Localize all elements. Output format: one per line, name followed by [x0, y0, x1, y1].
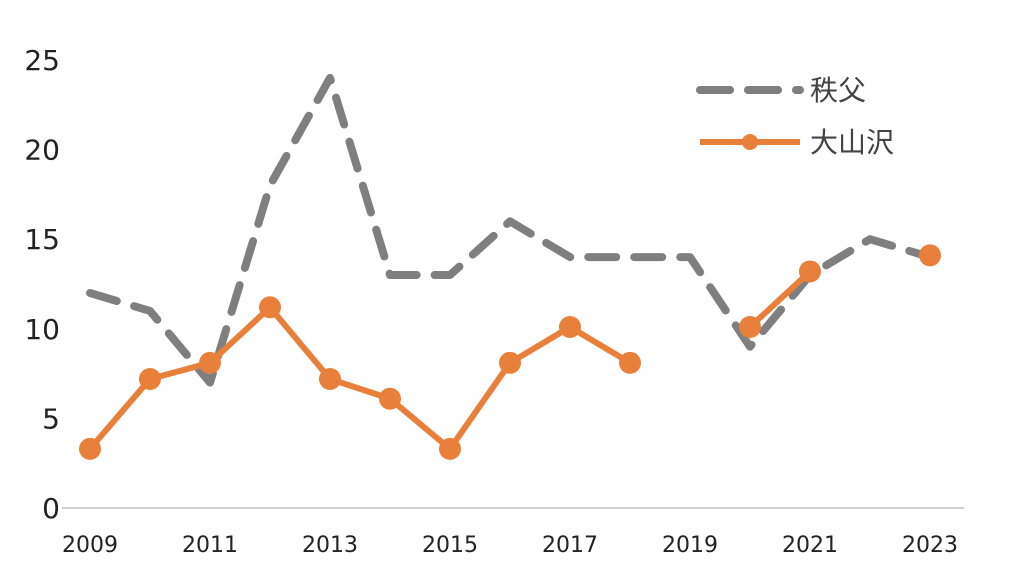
data-point [619, 351, 641, 374]
y-tick-label: 0 [42, 492, 60, 525]
data-point [799, 260, 821, 283]
data-point [139, 367, 161, 390]
data-point [79, 437, 101, 460]
x-tick-label: 2021 [782, 533, 838, 558]
data-point [919, 244, 941, 267]
data-point [499, 351, 521, 374]
series-line [86, 73, 934, 387]
data-point [259, 296, 281, 319]
data-point [199, 351, 221, 374]
y-tick-label: 5 [42, 402, 60, 435]
y-tick-label: 10 [24, 313, 60, 346]
series-layer [79, 73, 941, 460]
data-point [379, 387, 401, 410]
x-tick-label: 2011 [182, 533, 238, 558]
x-tick-label: 2013 [302, 533, 358, 558]
legend-item: 大山沢 [700, 126, 894, 159]
series-line [747, 268, 813, 330]
data-point [559, 316, 581, 339]
data-point [319, 367, 341, 390]
data-point [439, 437, 461, 460]
series-1 [86, 73, 934, 387]
legend-label: 秩父 [810, 74, 866, 107]
y-tick-label: 15 [24, 223, 60, 256]
legend-marker [742, 134, 758, 150]
x-tick-label: 2015 [422, 533, 478, 558]
legend-label: 大山沢 [810, 126, 894, 159]
series-2 [79, 244, 941, 460]
x-tick-label: 2009 [62, 533, 118, 558]
y-tick-label: 25 [24, 44, 60, 77]
y-tick-label: 20 [24, 134, 60, 167]
x-tick-label: 2017 [542, 533, 598, 558]
x-tick-label: 2023 [902, 533, 958, 558]
x-tick-label: 2019 [662, 533, 718, 558]
data-point [739, 316, 761, 339]
series-line [87, 304, 633, 452]
legend-item: 秩父 [696, 74, 866, 107]
axes: 0 5 10 15 20 25 2009 2011 2013 2015 2017 2019 2021 20… [24, 44, 964, 558]
